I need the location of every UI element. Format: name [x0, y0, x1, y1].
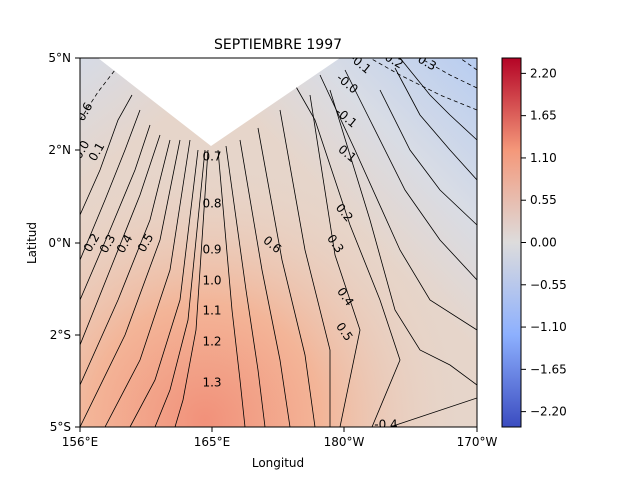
colorbar: 2.20 1.65 1.10 0.55 0.00 −0.55 −1.10 −1.65 −2.20 [501, 57, 567, 428]
contour-label: 1.0 [202, 274, 221, 288]
contour-line [319, 74, 477, 331]
contour-line [80, 139, 181, 427]
contour-line [279, 109, 331, 427]
contour-label: -0.4 [374, 418, 397, 432]
colorbar-tick-label: 0.55 [530, 193, 557, 207]
contour-line [104, 139, 191, 427]
contour-line-negative [419, 58, 477, 89]
colorbar-tick-label: −0.55 [530, 278, 567, 292]
colorbar-tick-label: −1.10 [530, 320, 567, 334]
contour-label: 1.2 [202, 335, 221, 349]
colorbar-tick-label: −2.20 [530, 405, 567, 419]
x-tick-label: 170°W [457, 435, 498, 449]
y-tick-label: 5°S [50, 420, 71, 434]
y-axis: 5°N 2°N 0°N 2°S 5°S [48, 51, 80, 434]
contour-line [217, 149, 246, 427]
x-tick-label: 180°W [324, 435, 365, 449]
contour-line [80, 109, 141, 261]
contour-line-negative [80, 69, 116, 121]
x-axis: 156°E 165°E 180°W 170°W [62, 427, 498, 449]
x-axis-label: Longitud [252, 456, 304, 470]
contour-line [225, 145, 266, 427]
contour-label: 0.9 [202, 243, 221, 257]
contour-line-negative [369, 58, 477, 111]
contour-line [389, 397, 477, 427]
colorbar-tick-label: 1.65 [530, 109, 557, 123]
contour-line [154, 149, 206, 427]
contour-line [257, 127, 316, 427]
colorbar-tick-label: 2.20 [530, 66, 557, 80]
colorbar-tick-label: 0.00 [530, 236, 557, 250]
contour-line [379, 89, 477, 226]
contour-line [174, 149, 209, 427]
y-axis-label: Latitud [25, 222, 39, 264]
contour-line [394, 67, 477, 181]
missing-data-wedge [80, 58, 477, 146]
x-tick-label: 156°E [62, 435, 99, 449]
contour-line-negative [459, 58, 477, 71]
y-tick-label: 0°N [48, 236, 71, 250]
contour-label: 1.3 [202, 376, 221, 390]
colorbar-ticks: 2.20 1.65 1.10 0.55 0.00 −0.55 −1.10 −1.65 −2.20 [521, 66, 567, 419]
contour-line [329, 89, 477, 386]
contour-line [294, 84, 401, 427]
plot-area: 0.70.80.91.01.11.21.30.60.50.40.30.20.10… [80, 58, 477, 432]
contour-line [80, 94, 133, 216]
contour-line [80, 134, 161, 346]
x-tick-label: 165°E [194, 435, 231, 449]
contour-label: 1.1 [202, 304, 221, 318]
contour-line [309, 94, 361, 427]
y-tick-label: 2°N [48, 143, 71, 157]
contour-line [80, 139, 171, 386]
colorbar-tick-label: −1.65 [530, 362, 567, 376]
y-tick-label: 2°S [50, 328, 71, 342]
contour-lines [80, 58, 477, 427]
colorbar-tick-label: 1.10 [530, 151, 557, 165]
chart-title: SEPTIEMBRE 1997 [214, 37, 342, 53]
colorbar-gradient [501, 57, 522, 428]
contour-line [239, 139, 291, 427]
contour-line [344, 69, 477, 281]
contour-line [399, 58, 477, 141]
contour-label: 0.8 [202, 197, 221, 211]
y-tick-label: 5°N [48, 51, 71, 65]
contour-line [80, 124, 151, 301]
contour-label: 0.7 [202, 150, 221, 164]
contour-line [129, 149, 199, 427]
